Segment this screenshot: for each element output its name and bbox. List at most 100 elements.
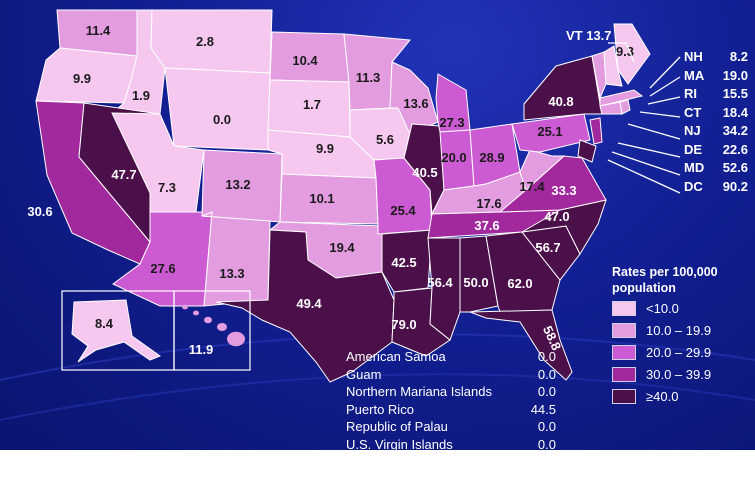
callout-leader-lines	[607, 42, 681, 194]
callout-abbr: MA	[684, 67, 705, 83]
territory-name: Northern Mariana Islands	[346, 384, 492, 399]
state-value-nd: 10.4	[292, 53, 318, 68]
state-value-ky: 17.6	[476, 196, 501, 211]
state-tx	[215, 229, 395, 383]
state-fl	[469, 309, 573, 381]
state-value-sd: 1.7	[303, 97, 321, 112]
hawaii-island	[217, 323, 227, 331]
nh-region	[603, 45, 623, 87]
territory-name: American Samoa	[346, 349, 446, 364]
callout-abbr: DC	[684, 178, 703, 194]
state-value-mo: 25.4	[390, 203, 416, 218]
state-value-mt: 2.8	[196, 34, 214, 49]
state-value-in: 20.0	[441, 150, 466, 165]
territories-table: American Samoa 0.0 Guam 0.0 Northern Mariana…	[346, 348, 556, 450]
territory-row: U.S. Virgin Islands 0.0	[346, 436, 556, 451]
callout-value: 34.2	[722, 123, 748, 138]
state-value-ks: 10.1	[309, 191, 334, 206]
state-value-ak: 8.4	[95, 316, 114, 331]
territory-value: 44.5	[530, 401, 556, 417]
state-value-ga: 62.0	[507, 276, 532, 291]
state-value-me: 9.3	[616, 44, 634, 59]
legend-item: ≥40.0	[612, 386, 752, 406]
state-wy	[164, 67, 271, 151]
callout-value: 15.5	[722, 86, 748, 101]
hawaii-island	[193, 310, 199, 316]
territory-row: Guam 0.0	[346, 366, 556, 384]
state-value-mn: 11.3	[356, 70, 381, 85]
state-value-wy: 0.0	[213, 112, 231, 127]
state-value-ms: 56.4	[427, 275, 453, 290]
territory-value: 0.0	[537, 436, 556, 451]
territory-value: 0.0	[537, 349, 556, 364]
territory-row: Republic of Palau 0.0	[346, 418, 556, 436]
us-choropleth-map: 11.4 9.9 1.9 2.8 0.0 30.6 47.7 7.3 27.6 13.2 13.3 1…	[0, 9, 755, 421]
legend-item: 20.0 – 29.9	[612, 342, 752, 362]
legend: Rates per 100,000 population <10.0 10.0 –…	[612, 264, 752, 406]
callout-abbr: NH	[684, 49, 703, 64]
state-value-nv: 47.7	[111, 167, 136, 182]
territory-name: Republic of Palau	[346, 419, 448, 434]
state-nm	[201, 211, 271, 307]
callout-abbr: MD	[684, 160, 705, 175]
legend-item: 10.0 – 19.9	[612, 320, 752, 340]
state-value-hi: 11.9	[189, 342, 214, 357]
de-md-region	[577, 139, 597, 163]
state-value-ny: 40.8	[548, 94, 573, 109]
legend-title: Rates per 100,000 population	[612, 265, 718, 295]
state-ak	[71, 299, 162, 363]
callout-abbr: NJ	[684, 123, 701, 138]
state-me	[613, 23, 651, 85]
legend-swatch	[612, 300, 636, 316]
callout-abbr: CT	[684, 104, 702, 120]
map-slide: 11.4 9.9 1.9 2.8 0.0 30.6 47.7 7.3 27.6 13.2 13.3 1…	[0, 0, 755, 450]
callout-abbr: RI	[684, 86, 697, 101]
callout-value: 22.6	[722, 141, 748, 157]
state-value-id: 1.9	[132, 88, 150, 103]
legend-swatch	[612, 322, 636, 338]
state-value-wv: 17.4	[519, 179, 545, 194]
territory-value: 0.0	[537, 366, 556, 382]
territory-name: Guam	[346, 366, 382, 382]
legend-label: ≥40.0	[646, 388, 679, 404]
legend-label: <10.0	[646, 300, 679, 316]
legend-label: 10.0 – 19.9	[646, 322, 712, 338]
legend-swatch	[612, 366, 636, 382]
state-value-nc: 47.0	[544, 209, 569, 224]
state-value-oh: 28.9	[479, 150, 504, 165]
legend-swatch	[612, 388, 636, 404]
state-value-ok: 19.4	[329, 240, 355, 255]
callout-value: 52.6	[722, 160, 748, 175]
state-value-tn: 37.6	[474, 218, 499, 233]
hawaii-island	[204, 316, 212, 324]
state-value-il: 40.5	[412, 165, 437, 180]
callout-value: 8.2	[729, 49, 748, 64]
vt-callout: VT 13.7	[566, 28, 612, 43]
state-value-pa: 25.1	[537, 124, 562, 139]
hawaii-island	[182, 304, 188, 310]
legend-item: 30.0 – 39.9	[612, 364, 752, 384]
state-value-va: 33.3	[551, 183, 576, 198]
ri-region	[619, 99, 631, 115]
state-al	[459, 235, 499, 313]
state-value-tx: 49.4	[296, 296, 322, 311]
state-value-ia: 5.6	[376, 132, 394, 147]
state-value-mi: 27.3	[439, 115, 464, 130]
state-ny	[523, 55, 603, 121]
territory-row: American Samoa 0.0	[346, 348, 556, 366]
territory-name: U.S. Virgin Islands	[346, 436, 453, 451]
legend-swatch	[612, 344, 636, 360]
hawaii-inset-box	[173, 290, 251, 371]
territory-row: Puerto Rico 44.5	[346, 401, 556, 419]
state-wv	[519, 149, 566, 191]
ma-region	[599, 89, 644, 107]
callout-abbr: DE	[684, 141, 703, 157]
territory-name: Puerto Rico	[346, 401, 414, 417]
state-value-az: 27.6	[150, 261, 175, 276]
legend-label: 20.0 – 29.9	[646, 344, 712, 360]
callout-value: 19.0	[722, 67, 748, 83]
territory-row: Northern Mariana Islands 0.0	[346, 383, 556, 401]
state-value-wi: 13.6	[403, 96, 428, 111]
territory-value: 0.0	[537, 384, 556, 399]
state-az	[112, 211, 213, 307]
